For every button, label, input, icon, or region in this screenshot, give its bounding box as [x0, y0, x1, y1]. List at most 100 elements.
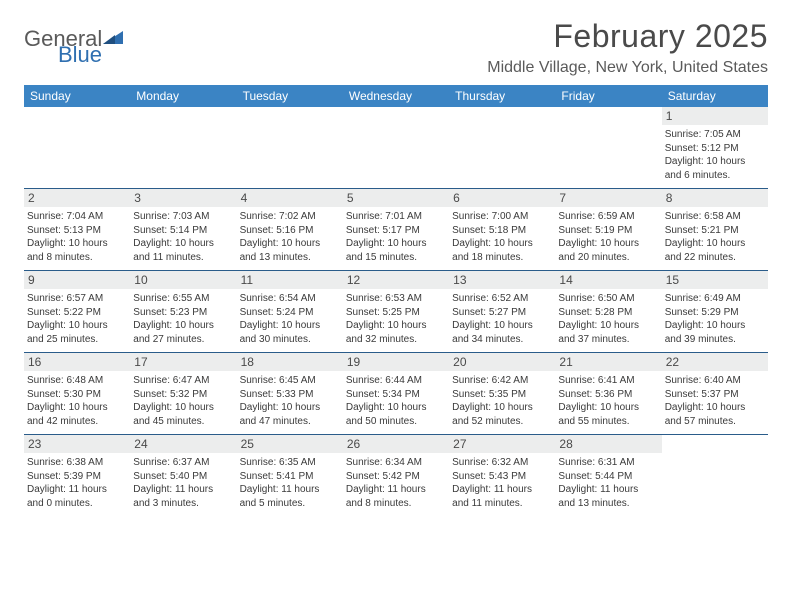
weekday-label: Monday: [130, 85, 236, 107]
day-detail: Sunrise: 6:37 AMSunset: 5:40 PMDaylight:…: [133, 456, 233, 510]
weekday-label: Friday: [555, 85, 661, 107]
day-number: 6: [449, 189, 555, 207]
calendar: SundayMondayTuesdayWednesdayThursdayFrid…: [24, 85, 768, 516]
day-detail: Sunrise: 6:44 AMSunset: 5:34 PMDaylight:…: [346, 374, 446, 428]
day-number: 12: [343, 271, 449, 289]
day-number: 7: [555, 189, 661, 207]
day-number: 21: [555, 353, 661, 371]
day-detail: Sunrise: 7:05 AMSunset: 5:12 PMDaylight:…: [665, 128, 765, 182]
day-number: 18: [237, 353, 343, 371]
day-cell: 11 Sunrise: 6:54 AMSunset: 5:24 PMDayligh…: [237, 271, 343, 352]
day-number: 2: [24, 189, 130, 207]
day-number: 16: [24, 353, 130, 371]
day-detail: Sunrise: 6:59 AMSunset: 5:19 PMDaylight:…: [558, 210, 658, 264]
day-cell: 5 Sunrise: 7:01 AMSunset: 5:17 PMDaylight…: [343, 189, 449, 270]
day-number: 17: [130, 353, 236, 371]
day-number: 11: [237, 271, 343, 289]
day-number: 5: [343, 189, 449, 207]
weekday-label: Wednesday: [343, 85, 449, 107]
day-cell: 27 Sunrise: 6:32 AMSunset: 5:43 PMDayligh…: [449, 435, 555, 516]
day-cell-blank: .: [130, 107, 236, 188]
day-cell: 4Sunrise: 7:02 AMSunset: 5:16 PMDaylight…: [237, 189, 343, 270]
day-number: 8: [662, 189, 768, 207]
day-cell-blank: .: [237, 107, 343, 188]
logo: GeneralBlue: [24, 18, 123, 66]
day-cell: 22 Sunrise: 6:40 AMSunset: 5:37 PMDayligh…: [662, 353, 768, 434]
day-cell: 16Sunrise: 6:48 AMSunset: 5:30 PMDayligh…: [24, 353, 130, 434]
day-detail: Sunrise: 6:53 AMSunset: 5:25 PMDaylight:…: [346, 292, 446, 346]
logo-text-blue: Blue: [58, 44, 123, 66]
day-cell: 19 Sunrise: 6:44 AMSunset: 5:34 PMDayligh…: [343, 353, 449, 434]
day-cell-blank: .: [555, 107, 661, 188]
day-detail: Sunrise: 6:49 AMSunset: 5:29 PMDaylight:…: [665, 292, 765, 346]
day-cell: 2Sunrise: 7:04 AMSunset: 5:13 PMDaylight…: [24, 189, 130, 270]
day-detail: Sunrise: 7:01 AMSunset: 5:17 PMDaylight:…: [346, 210, 446, 264]
week-row: 9Sunrise: 6:57 AMSunset: 5:22 PMDaylight…: [24, 270, 768, 352]
day-detail: Sunrise: 6:55 AMSunset: 5:23 PMDaylight:…: [133, 292, 233, 346]
day-number: 28: [555, 435, 661, 453]
day-cell-blank: .: [662, 435, 768, 516]
day-number: 4: [237, 189, 343, 207]
day-cell: 14 Sunrise: 6:50 AMSunset: 5:28 PMDayligh…: [555, 271, 661, 352]
weekday-label: Tuesday: [237, 85, 343, 107]
title-block: February 2025 Middle Village, New York, …: [487, 18, 768, 77]
day-cell: 23 Sunrise: 6:38 AMSunset: 5:39 PMDayligh…: [24, 435, 130, 516]
day-cell: 25Sunrise: 6:35 AMSunset: 5:41 PMDayligh…: [237, 435, 343, 516]
day-detail: Sunrise: 6:47 AMSunset: 5:32 PMDaylight:…: [133, 374, 233, 428]
week-row: 23 Sunrise: 6:38 AMSunset: 5:39 PMDayligh…: [24, 434, 768, 516]
day-cell-blank: .: [449, 107, 555, 188]
week-row: ......1Sunrise: 7:05 AMSunset: 5:12 PMDa…: [24, 107, 768, 188]
day-number: 22: [662, 353, 768, 371]
day-cell: 6 Sunrise: 7:00 AMSunset: 5:18 PMDaylight…: [449, 189, 555, 270]
day-cell: 20Sunrise: 6:42 AMSunset: 5:35 PMDayligh…: [449, 353, 555, 434]
day-cell: 24 Sunrise: 6:37 AMSunset: 5:40 PMDayligh…: [130, 435, 236, 516]
day-number: 3: [130, 189, 236, 207]
weekday-label: Sunday: [24, 85, 130, 107]
day-cell: 28 Sunrise: 6:31 AMSunset: 5:44 PMDayligh…: [555, 435, 661, 516]
day-detail: Sunrise: 6:54 AMSunset: 5:24 PMDaylight:…: [240, 292, 340, 346]
day-detail: Sunrise: 7:00 AMSunset: 5:18 PMDaylight:…: [452, 210, 552, 264]
day-detail: Sunrise: 6:57 AMSunset: 5:22 PMDaylight:…: [27, 292, 127, 346]
header: GeneralBlue February 2025 Middle Village…: [24, 18, 768, 77]
day-cell: 7 Sunrise: 6:59 AMSunset: 5:19 PMDaylight…: [555, 189, 661, 270]
day-detail: Sunrise: 6:35 AMSunset: 5:41 PMDaylight:…: [240, 456, 340, 510]
day-detail: Sunrise: 6:50 AMSunset: 5:28 PMDaylight:…: [558, 292, 658, 346]
weekday-header-row: SundayMondayTuesdayWednesdayThursdayFrid…: [24, 85, 768, 107]
day-detail: Sunrise: 6:58 AMSunset: 5:21 PMDaylight:…: [665, 210, 765, 264]
day-number: 27: [449, 435, 555, 453]
day-cell-blank: .: [343, 107, 449, 188]
day-detail: Sunrise: 6:34 AMSunset: 5:42 PMDaylight:…: [346, 456, 446, 510]
day-cell: 9Sunrise: 6:57 AMSunset: 5:22 PMDaylight…: [24, 271, 130, 352]
day-number: 23: [24, 435, 130, 453]
day-detail: Sunrise: 6:38 AMSunset: 5:39 PMDaylight:…: [27, 456, 127, 510]
day-cell: 13Sunrise: 6:52 AMSunset: 5:27 PMDayligh…: [449, 271, 555, 352]
day-cell: 12 Sunrise: 6:53 AMSunset: 5:25 PMDayligh…: [343, 271, 449, 352]
day-number: 10: [130, 271, 236, 289]
day-number: 1: [662, 107, 768, 125]
day-number: 19: [343, 353, 449, 371]
week-row: 16Sunrise: 6:48 AMSunset: 5:30 PMDayligh…: [24, 352, 768, 434]
calendar-body: ......1Sunrise: 7:05 AMSunset: 5:12 PMDa…: [24, 107, 768, 516]
day-number: 15: [662, 271, 768, 289]
day-number: 24: [130, 435, 236, 453]
day-cell: 18 Sunrise: 6:45 AMSunset: 5:33 PMDayligh…: [237, 353, 343, 434]
day-detail: Sunrise: 6:52 AMSunset: 5:27 PMDaylight:…: [452, 292, 552, 346]
day-cell: 3 Sunrise: 7:03 AMSunset: 5:14 PMDaylight…: [130, 189, 236, 270]
day-number: 14: [555, 271, 661, 289]
day-number: 26: [343, 435, 449, 453]
day-detail: Sunrise: 6:45 AMSunset: 5:33 PMDaylight:…: [240, 374, 340, 428]
day-cell: 15 Sunrise: 6:49 AMSunset: 5:29 PMDayligh…: [662, 271, 768, 352]
day-detail: Sunrise: 7:03 AMSunset: 5:14 PMDaylight:…: [133, 210, 233, 264]
day-cell: 1 Sunrise: 7:05 AMSunset: 5:12 PMDaylight…: [662, 107, 768, 188]
day-cell-blank: .: [24, 107, 130, 188]
day-cell: 21Sunrise: 6:41 AMSunset: 5:36 PMDayligh…: [555, 353, 661, 434]
day-detail: Sunrise: 6:32 AMSunset: 5:43 PMDaylight:…: [452, 456, 552, 510]
day-cell: 17 Sunrise: 6:47 AMSunset: 5:32 PMDayligh…: [130, 353, 236, 434]
day-cell: 26 Sunrise: 6:34 AMSunset: 5:42 PMDayligh…: [343, 435, 449, 516]
day-number: 20: [449, 353, 555, 371]
day-cell: 8 Sunrise: 6:58 AMSunset: 5:21 PMDaylight…: [662, 189, 768, 270]
weekday-label: Thursday: [449, 85, 555, 107]
day-detail: Sunrise: 6:40 AMSunset: 5:37 PMDaylight:…: [665, 374, 765, 428]
day-detail: Sunrise: 6:31 AMSunset: 5:44 PMDaylight:…: [558, 456, 658, 510]
day-cell: 10 Sunrise: 6:55 AMSunset: 5:23 PMDayligh…: [130, 271, 236, 352]
